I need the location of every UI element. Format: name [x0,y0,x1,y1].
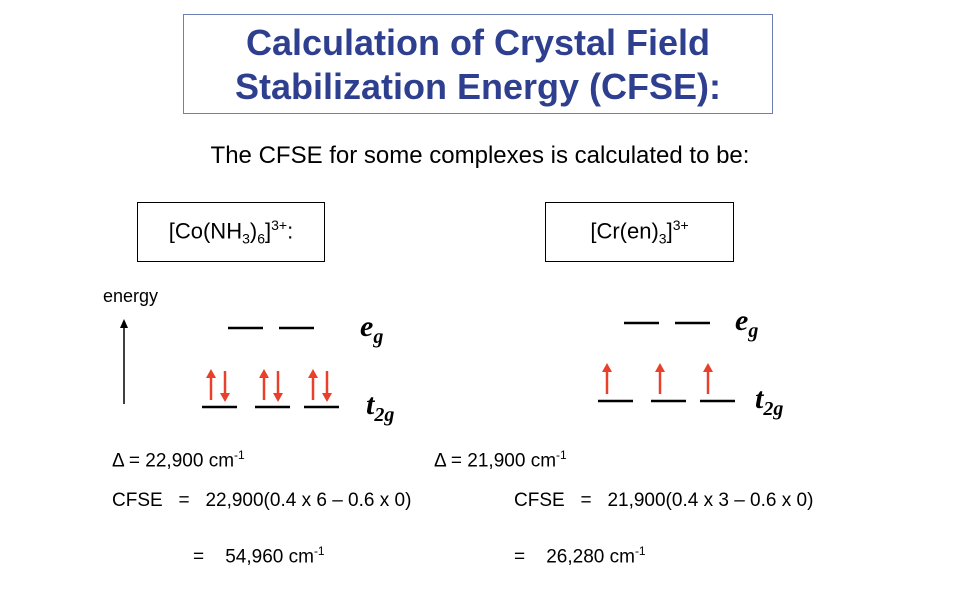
left-delta: Δ = 22,900 cm-1 [112,448,245,472]
right-complex-box: [Cr(en)3]3+ [545,202,734,262]
left-complex-formula: [Co(NH3)6]3+: [168,217,294,247]
energy-axis-label: energy [103,286,159,306]
left-cfse-result: = 54,960 cm-1 [193,544,325,568]
left-electron-pair-2 [259,369,283,402]
left-eg-label: eg [360,310,384,348]
title-line-1: Calculation of Crystal Field [245,22,711,63]
right-cfse-result: = 26,280 cm-1 [514,544,646,568]
left-electron-pair-1 [206,369,230,402]
right-delta: Δ = 21,900 cm-1 [434,448,567,472]
right-complex-formula: [Cr(en)3]3+ [590,217,689,247]
right-electron-2 [655,363,665,394]
left-cfse-equation: CFSE = 22,900(0.4 x 6 – 0.6 x 0) [112,490,412,511]
title-line-2: Stabilization Energy (CFSE): [234,66,722,107]
left-complex-box: [Co(NH3)6]3+: [137,202,325,262]
right-electron-3 [703,363,713,394]
right-eg-label: eg [735,304,759,342]
right-cfse-equation: CFSE = 21,900(0.4 x 3 – 0.6 x 0) [514,490,814,511]
right-t2g-label: t2g [755,382,784,420]
title-box: Calculation of Crystal Field Stabilizati… [183,14,773,114]
left-electron-pair-3 [308,369,332,402]
right-electron-1 [602,363,612,394]
subtitle: The CFSE for some complexes is calculate… [210,142,750,169]
left-t2g-label: t2g [366,388,395,426]
energy-axis-arrowhead [120,319,128,328]
